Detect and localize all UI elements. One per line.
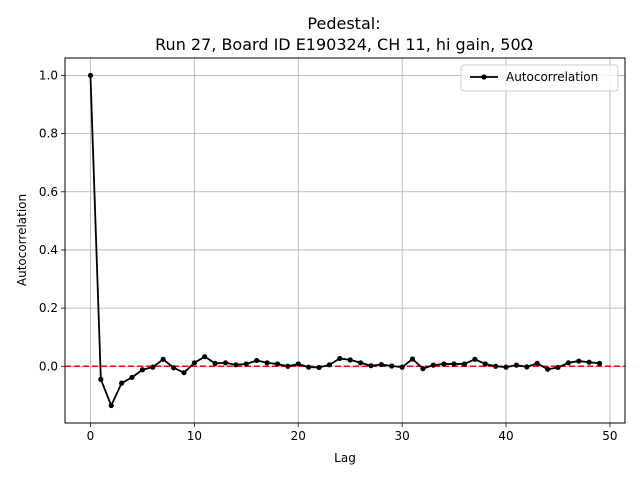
data-point (316, 364, 322, 371)
data-point (202, 354, 208, 360)
data-point (399, 364, 405, 370)
data-point (451, 361, 457, 367)
x-tick-label: 10 (187, 429, 202, 443)
data-point (503, 364, 509, 370)
data-point (326, 362, 333, 368)
data-point (98, 376, 104, 382)
data-point (285, 363, 291, 369)
x-tick-label: 0 (87, 429, 95, 443)
data-point (461, 361, 468, 367)
y-tick-label: 0.2 (39, 301, 58, 315)
data-point (170, 365, 177, 371)
y-tick-label: 0.4 (39, 243, 58, 257)
data-point (129, 374, 135, 380)
data-point (222, 360, 229, 366)
y-tick-label: 0.0 (39, 359, 58, 373)
data-point (596, 360, 603, 366)
x-tick-label: 20 (291, 429, 306, 443)
data-point (150, 364, 156, 370)
y-tick-label: 1.0 (39, 68, 58, 82)
data-point (576, 358, 582, 364)
data-point (555, 364, 561, 371)
y-tick-label: 0.8 (39, 127, 58, 141)
data-point (368, 363, 374, 369)
series-layer (87, 72, 603, 409)
data-point (295, 361, 301, 367)
plot-frame (64, 57, 626, 424)
data-point (420, 366, 426, 372)
data-point (347, 357, 353, 363)
legend-marker-swatch (481, 74, 487, 80)
data-point (441, 361, 447, 367)
x-axis-ticks: 0 10 20 30 40 50 (87, 423, 618, 443)
data-point (544, 366, 551, 372)
data-point (264, 360, 270, 366)
chart-subtitle: Run 27, Board ID E190324, CH 11, hi gain… (155, 35, 533, 54)
data-point (212, 360, 218, 366)
x-axis-label: Lag (334, 451, 356, 465)
data-point (389, 363, 395, 369)
data-point (119, 380, 125, 386)
data-point (513, 362, 520, 368)
legend: Autocorrelation (460, 64, 619, 92)
data-point (108, 402, 114, 409)
data-point (337, 355, 343, 362)
data-point (243, 361, 249, 367)
legend-label: Autocorrelation (506, 70, 598, 84)
data-point (139, 367, 146, 373)
data-point (472, 356, 478, 362)
data-point (181, 370, 187, 376)
data-point (586, 359, 592, 365)
x-tick-label: 50 (602, 429, 617, 443)
data-point (430, 362, 436, 368)
data-point (160, 356, 166, 362)
x-tick-label: 40 (498, 429, 513, 443)
data-point (233, 362, 239, 368)
x-tick-label: 30 (395, 429, 410, 443)
grid (65, 58, 625, 423)
data-point (87, 72, 94, 79)
data-point (191, 360, 197, 366)
data-point (409, 356, 416, 362)
data-point (378, 361, 384, 368)
data-point (534, 360, 540, 366)
y-axis-label: Autocorrelation (15, 194, 29, 286)
data-point (482, 361, 488, 367)
y-axis-ticks: 0.0 0.2 0.4 0.6 0.8 1.0 (39, 68, 65, 373)
data-point (357, 360, 364, 366)
data-point (493, 363, 499, 369)
data-point (254, 357, 260, 364)
legend-box (460, 64, 619, 92)
data-point (306, 364, 312, 370)
chart-title: Pedestal: (307, 14, 380, 33)
y-tick-label: 0.6 (39, 185, 58, 199)
data-point (524, 364, 530, 370)
data-point (565, 360, 571, 366)
data-point (274, 361, 281, 367)
